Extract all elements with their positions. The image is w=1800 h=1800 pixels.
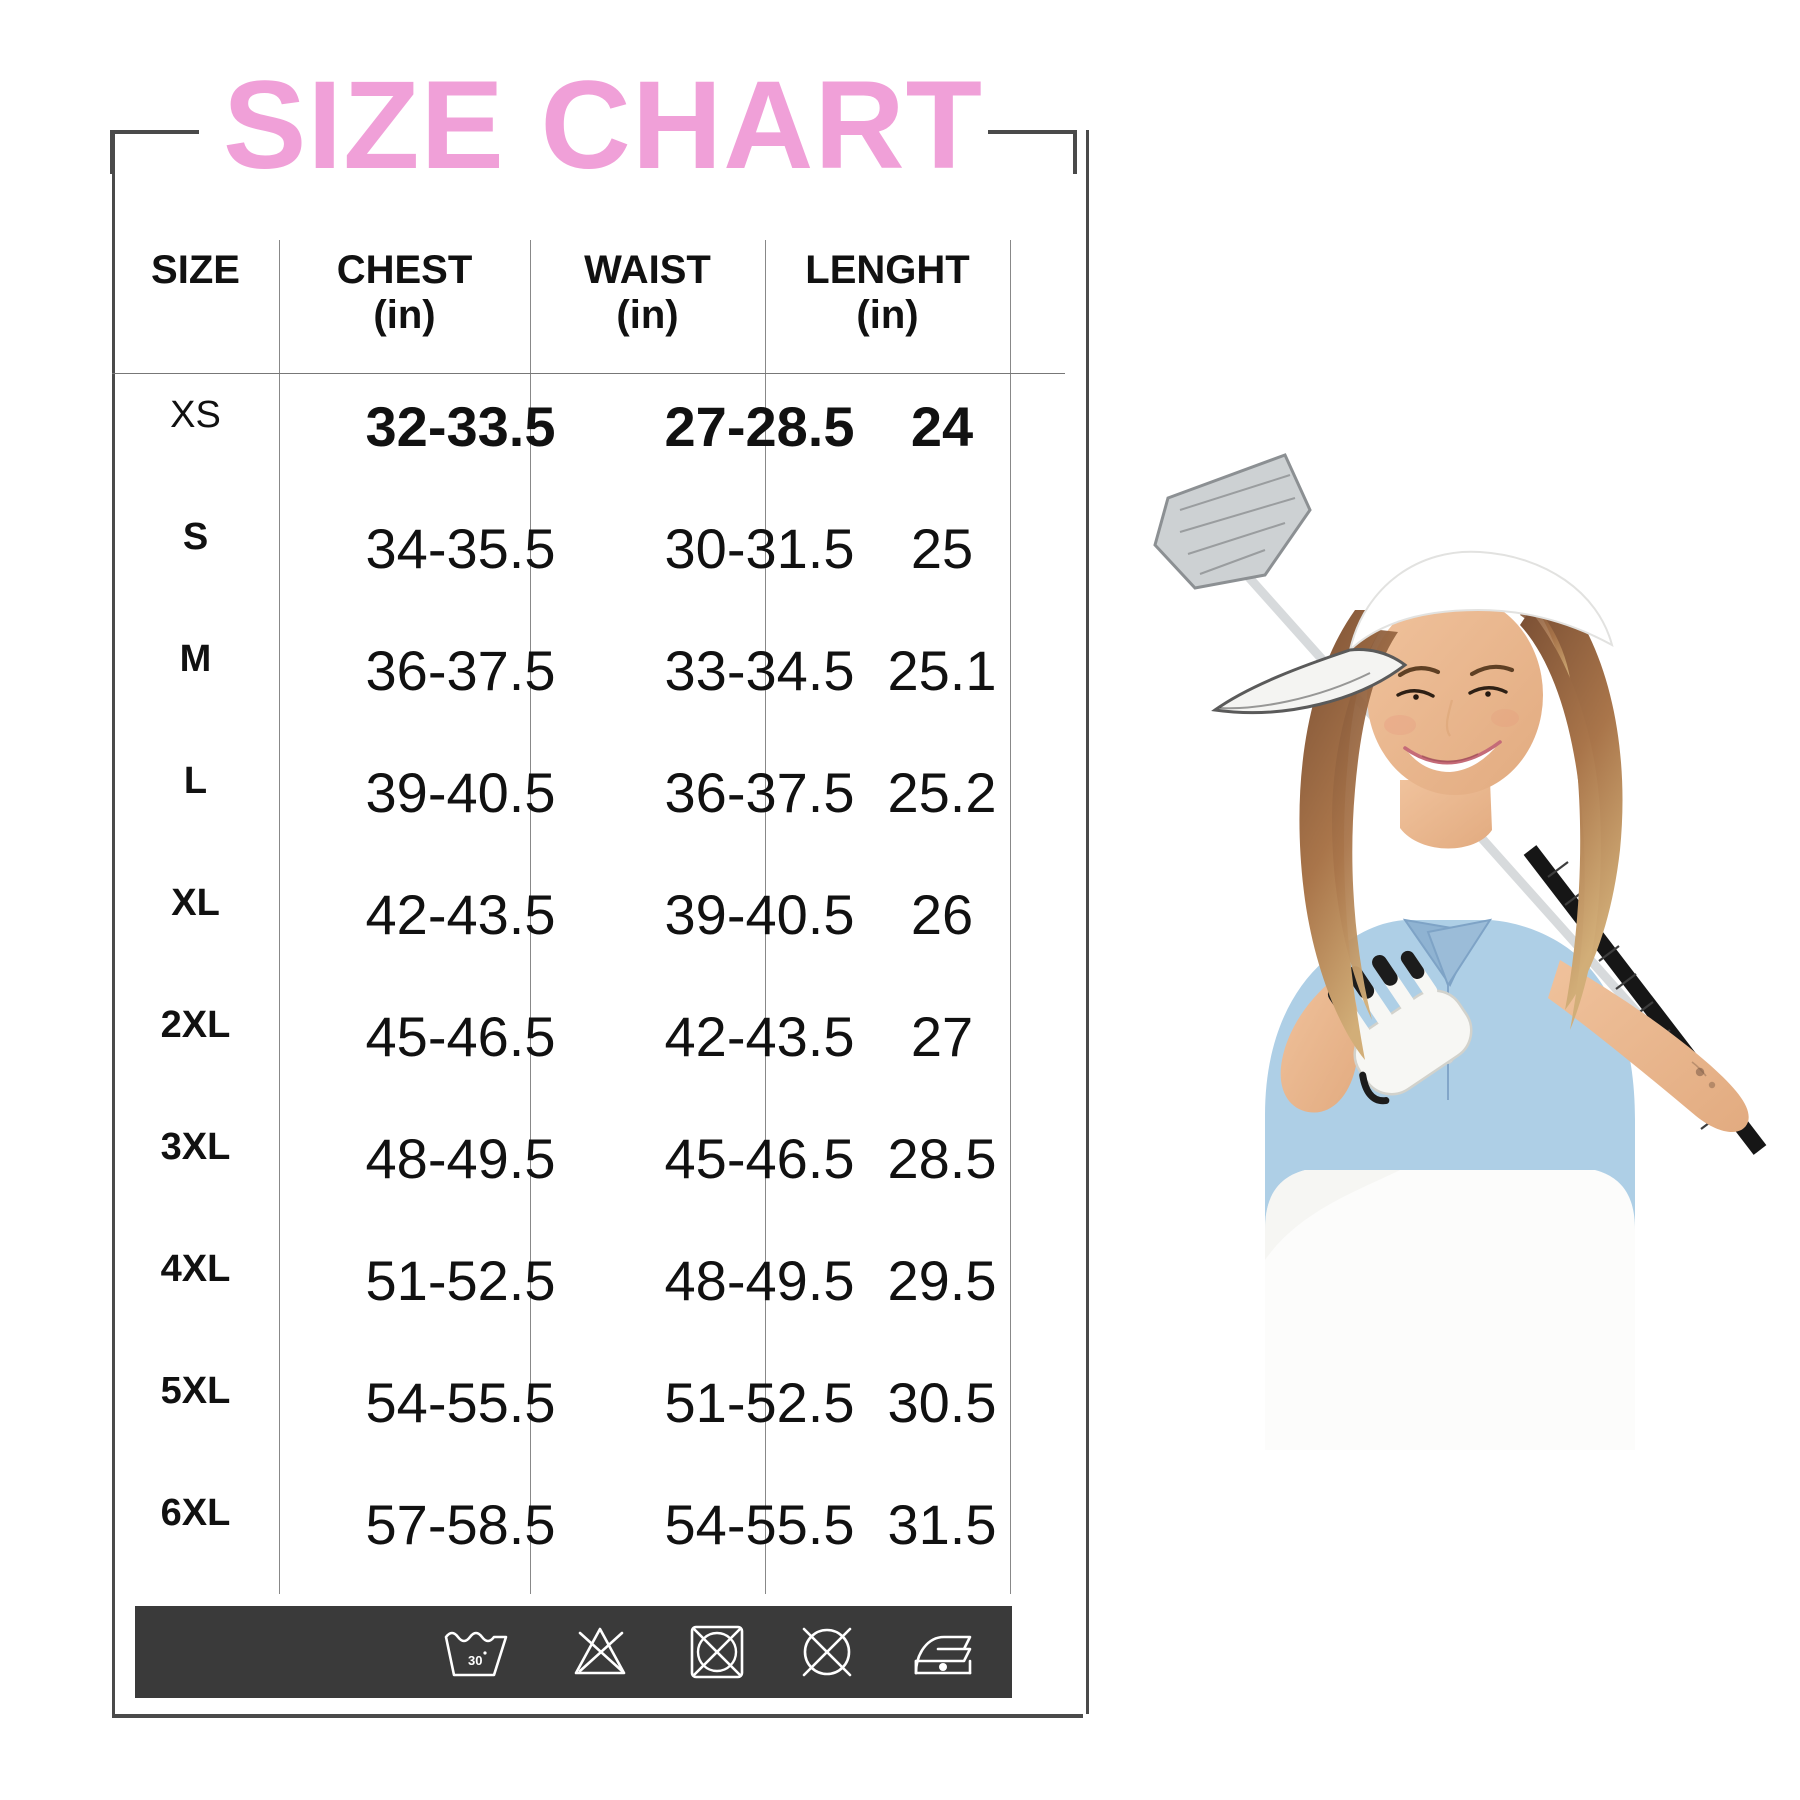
svg-text:30: 30 [468,1653,482,1668]
